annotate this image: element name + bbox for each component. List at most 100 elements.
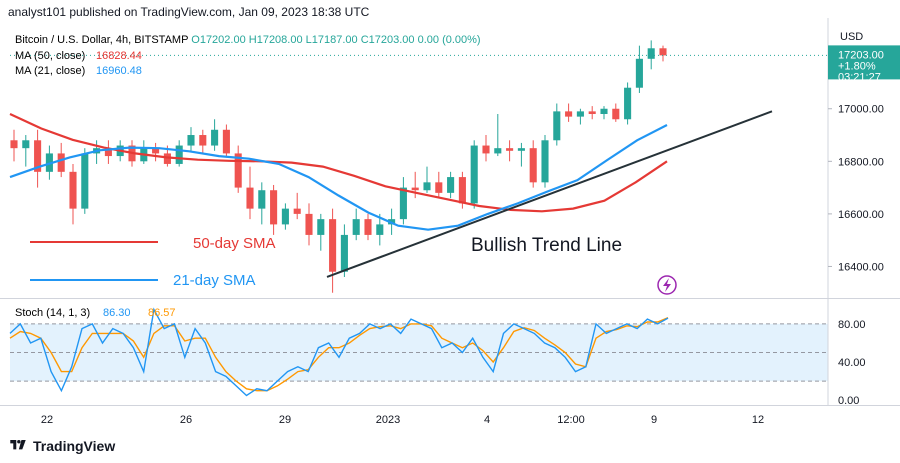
candle-body bbox=[211, 129, 219, 146]
candle-body bbox=[435, 182, 443, 193]
stoch-tick-label: 40.00 bbox=[838, 357, 866, 369]
candle-body bbox=[376, 224, 384, 235]
tradingview-logo-text: TradingView bbox=[33, 438, 116, 454]
candle-body bbox=[305, 213, 313, 235]
time-tick-label: 29 bbox=[279, 414, 291, 426]
candle-body bbox=[565, 111, 573, 117]
candle-body bbox=[234, 153, 242, 188]
currency-label: USD bbox=[840, 31, 863, 43]
candle-body bbox=[329, 219, 337, 272]
candle-body bbox=[340, 234, 348, 272]
candle-body bbox=[659, 48, 667, 56]
ohlc-value: O17202.00 bbox=[191, 34, 245, 46]
stoch-tick-label: 0.00 bbox=[838, 395, 859, 407]
ohlc-value: H17208.00 bbox=[246, 34, 303, 46]
candle-body bbox=[163, 153, 171, 164]
chart-overlay: 16400.00 16600.00 16800.00 17000.00 USD 0.00 4… bbox=[0, 18, 900, 426]
candle-body bbox=[494, 148, 502, 154]
price-pane bbox=[9, 40, 668, 293]
candle-body bbox=[10, 140, 18, 149]
candle-body bbox=[22, 140, 30, 149]
time-tick-label: 12:00 bbox=[557, 414, 585, 426]
time-tick-label: 12 bbox=[752, 414, 764, 426]
time-tick-label: 2023 bbox=[376, 414, 400, 426]
candle-body bbox=[270, 190, 278, 225]
candle-body bbox=[624, 87, 632, 120]
candle-body bbox=[647, 48, 655, 59]
tradingview-logo-icon bbox=[10, 440, 26, 450]
candle-body bbox=[588, 111, 596, 114]
stoch-legend-name: Stoch (14, 1, 3) bbox=[15, 307, 90, 319]
stoch-k-value: 86.30 bbox=[103, 307, 131, 319]
candle-body bbox=[612, 108, 620, 120]
ma-legend-name: MA (50, close) bbox=[15, 50, 85, 62]
candle-body bbox=[482, 145, 490, 154]
stoch-d-line bbox=[9, 316, 669, 392]
candle-body bbox=[199, 135, 207, 146]
tradingview-footer: TradingView bbox=[8, 438, 115, 454]
stoch-tick-label: 80.00 bbox=[838, 319, 866, 331]
time-tick-label: 4 bbox=[484, 414, 490, 426]
candle-body bbox=[517, 148, 525, 151]
candle-body bbox=[411, 187, 419, 191]
publisher-header: analyst101 published on TradingView.com,… bbox=[8, 5, 370, 19]
sma50-line bbox=[9, 113, 668, 213]
candle-body bbox=[553, 111, 561, 141]
candle-body bbox=[69, 171, 77, 209]
candle-body bbox=[104, 148, 112, 157]
candle-body bbox=[81, 153, 89, 209]
candle-body bbox=[576, 111, 584, 117]
last-price-label: 17203.00 bbox=[838, 49, 884, 61]
candle-body bbox=[246, 187, 254, 209]
stoch-k-line bbox=[9, 307, 669, 397]
candle-body bbox=[152, 148, 160, 154]
price-tick-label: 16600.00 bbox=[838, 209, 884, 221]
candle-body bbox=[364, 219, 372, 235]
countdown-label: 03:21:27 bbox=[838, 71, 881, 83]
candle-body bbox=[222, 129, 230, 154]
symbol-legend: Bitcoin / U.S. Dollar, 4h, BITSTAMP O172… bbox=[15, 34, 481, 46]
time-tick-label: 26 bbox=[180, 414, 192, 426]
ma-legend-name: MA (21, close) bbox=[15, 65, 85, 77]
candle-body bbox=[470, 145, 478, 204]
candle-body bbox=[34, 140, 42, 172]
candle-body bbox=[293, 208, 301, 214]
candle-body bbox=[541, 140, 549, 183]
stoch-d-value: 86.57 bbox=[148, 307, 176, 319]
time-tick-label: 9 bbox=[651, 414, 657, 426]
stochastic-pane bbox=[9, 307, 828, 397]
ohlc-value: C17203.00 bbox=[358, 34, 415, 46]
candle-body bbox=[317, 219, 325, 235]
ma-legend-value: 16960.48 bbox=[96, 65, 142, 77]
candle-body bbox=[281, 208, 289, 225]
candle-body bbox=[635, 58, 643, 88]
ohlc-value: L17187.00 bbox=[303, 34, 358, 46]
last-price-badge bbox=[828, 45, 900, 80]
candle-body bbox=[506, 148, 514, 151]
lightning-icon bbox=[657, 275, 677, 295]
candle-body bbox=[600, 108, 608, 114]
ma-legend-value: 16828.44 bbox=[96, 50, 142, 62]
sma50-annotation: 50-day SMA bbox=[193, 235, 276, 252]
candle-body bbox=[529, 148, 537, 183]
trend-line bbox=[326, 110, 773, 278]
candle-body bbox=[57, 153, 65, 172]
candle-body bbox=[187, 135, 195, 146]
price-tick-label: 16800.00 bbox=[838, 156, 884, 168]
lightning-icon-bolt bbox=[663, 278, 671, 292]
price-tick-label: 16400.00 bbox=[838, 261, 884, 273]
time-tick-label: 22 bbox=[41, 414, 53, 426]
candle-body bbox=[352, 219, 360, 235]
sma21-annotation: 21-day SMA bbox=[173, 272, 256, 289]
change-percent-label: +1.80% bbox=[838, 60, 876, 72]
price-tick-label: 17000.00 bbox=[838, 104, 884, 116]
ohlc-value: 0.00 (0.00%) bbox=[415, 34, 481, 46]
candle-body bbox=[399, 187, 407, 220]
candle-body bbox=[258, 190, 266, 209]
candle-body bbox=[423, 182, 431, 191]
candle-body bbox=[458, 177, 466, 204]
sma21-line bbox=[9, 124, 668, 231]
trend-line-annotation: Bullish Trend Line bbox=[471, 235, 622, 256]
symbol-name: Bitcoin / U.S. Dollar, 4h, BITSTAMP bbox=[15, 34, 191, 46]
